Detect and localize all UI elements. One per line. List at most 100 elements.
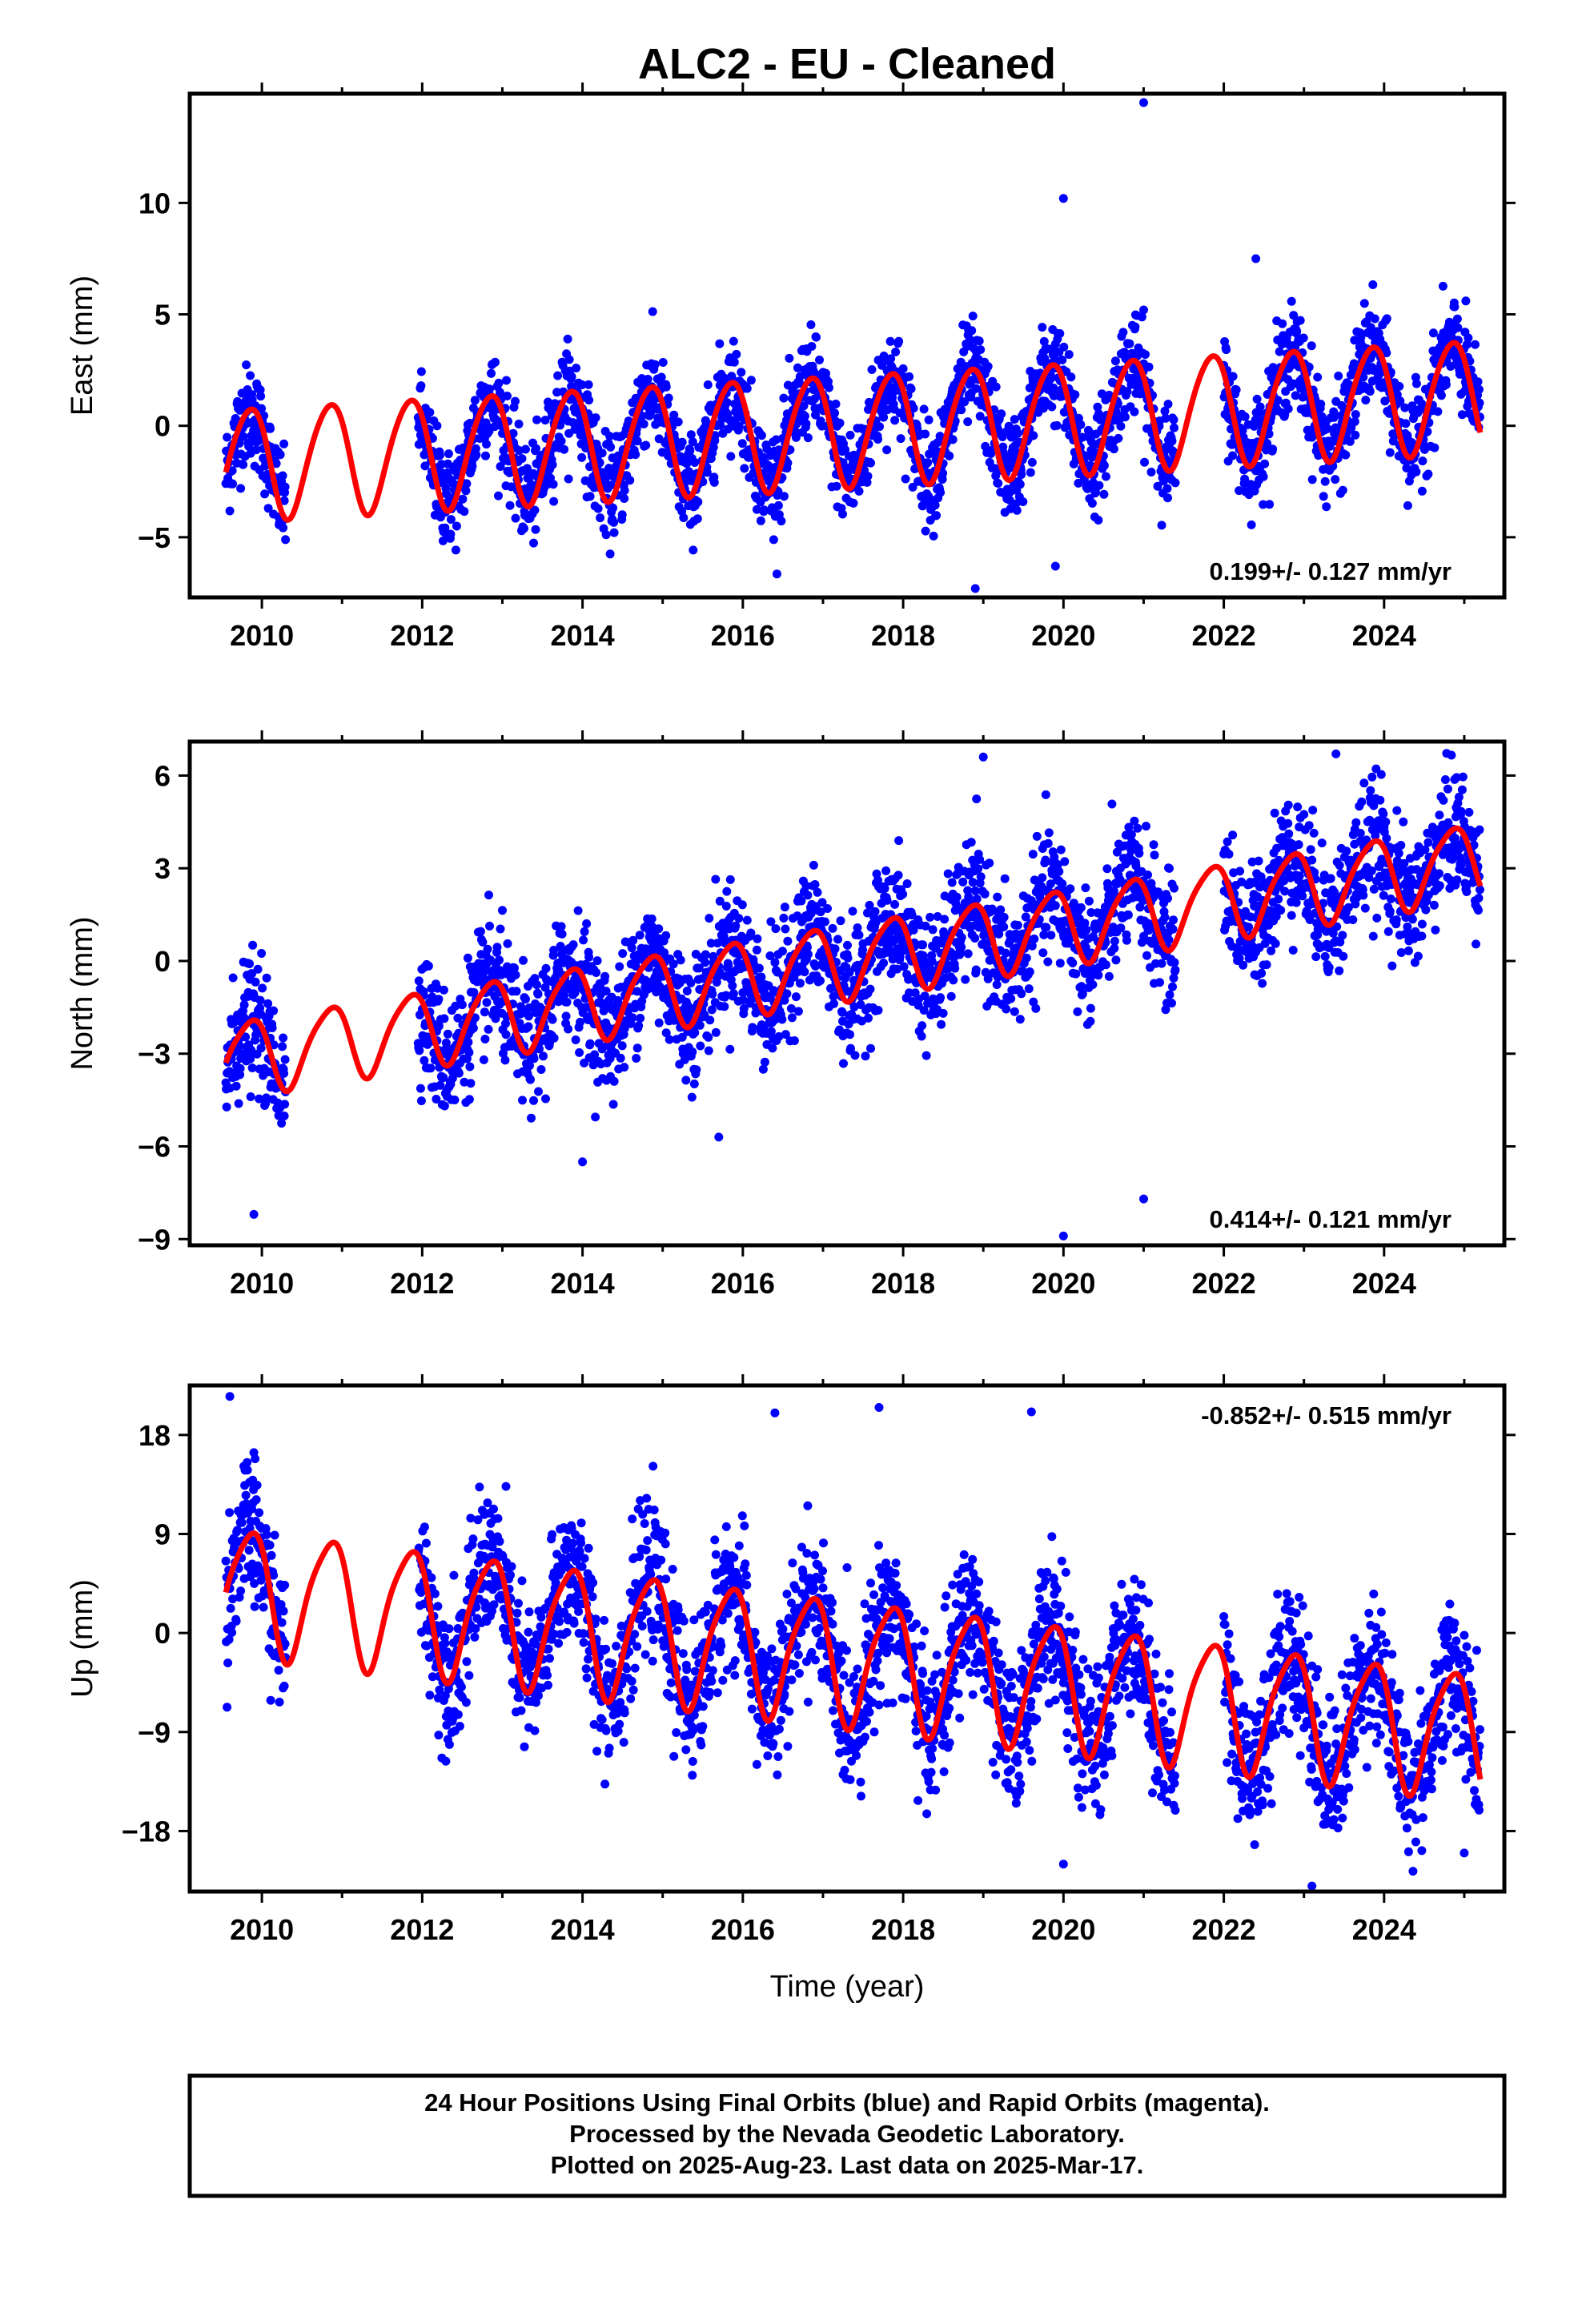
data-point bbox=[1161, 413, 1170, 423]
data-point bbox=[729, 989, 738, 999]
data-point bbox=[628, 935, 638, 945]
data-point bbox=[685, 446, 695, 456]
data-point bbox=[1401, 419, 1411, 428]
data-point bbox=[494, 378, 504, 388]
data-point bbox=[1319, 492, 1328, 501]
data-point bbox=[562, 997, 572, 1007]
data-point bbox=[634, 1021, 644, 1031]
data-point bbox=[517, 454, 527, 464]
data-point bbox=[426, 1063, 436, 1073]
data-point bbox=[901, 474, 910, 484]
data-point bbox=[549, 946, 559, 955]
data-point bbox=[529, 538, 538, 548]
data-point bbox=[1027, 457, 1037, 467]
x-tick-label: 2010 bbox=[230, 619, 294, 652]
data-point bbox=[681, 1076, 691, 1085]
data-point bbox=[1146, 468, 1156, 476]
data-point bbox=[823, 904, 832, 913]
data-point bbox=[432, 1095, 441, 1104]
data-point bbox=[957, 405, 966, 415]
data-point bbox=[1169, 915, 1178, 925]
data-point bbox=[591, 413, 600, 423]
data-point bbox=[606, 442, 616, 452]
data-point bbox=[1475, 384, 1484, 394]
data-point bbox=[541, 1094, 550, 1104]
data-point bbox=[1263, 439, 1272, 448]
data-point bbox=[472, 450, 481, 460]
data-point bbox=[1382, 348, 1391, 358]
data-point bbox=[257, 949, 267, 958]
data-point bbox=[715, 339, 725, 348]
data-point bbox=[468, 1023, 478, 1033]
data-point bbox=[967, 326, 977, 336]
data-point bbox=[1169, 415, 1178, 424]
data-point bbox=[539, 1051, 548, 1061]
data-point bbox=[247, 1063, 257, 1072]
data-point bbox=[885, 336, 895, 346]
data-point bbox=[464, 1037, 473, 1047]
data-point bbox=[1144, 362, 1154, 372]
data-point bbox=[552, 388, 562, 397]
data-point bbox=[694, 963, 704, 973]
data-point bbox=[849, 498, 858, 508]
data-point bbox=[1052, 420, 1062, 430]
data-point bbox=[976, 872, 986, 882]
data-point bbox=[661, 1028, 671, 1038]
data-point bbox=[524, 1022, 533, 1031]
data-point bbox=[625, 476, 635, 485]
data-point bbox=[839, 1059, 848, 1068]
data-point bbox=[873, 435, 882, 444]
data-point bbox=[926, 912, 935, 922]
data-point bbox=[963, 949, 973, 959]
data-point bbox=[800, 967, 809, 977]
data-point bbox=[686, 979, 696, 987]
data-point bbox=[1157, 959, 1166, 968]
data-point bbox=[1084, 896, 1094, 906]
data-point bbox=[923, 458, 933, 468]
data-point bbox=[1370, 314, 1379, 324]
data-point bbox=[740, 464, 749, 473]
data-point bbox=[556, 436, 566, 446]
data-point bbox=[234, 1099, 243, 1108]
data-point bbox=[661, 931, 671, 940]
data-point bbox=[734, 914, 744, 923]
data-point bbox=[936, 993, 946, 1003]
data-point bbox=[1028, 850, 1038, 859]
data-point-outlier bbox=[1139, 98, 1148, 107]
data-point bbox=[1273, 396, 1283, 405]
data-point bbox=[557, 929, 567, 939]
data-point bbox=[573, 906, 583, 915]
data-point bbox=[1356, 332, 1366, 342]
data-point bbox=[746, 376, 756, 385]
data-point bbox=[770, 958, 780, 967]
data-point bbox=[563, 334, 572, 344]
data-point bbox=[654, 924, 664, 934]
data-point bbox=[975, 412, 985, 421]
data-point bbox=[974, 864, 983, 874]
data-point bbox=[725, 1044, 735, 1054]
data-point-outlier bbox=[1139, 305, 1148, 315]
data-point bbox=[440, 1014, 449, 1023]
data-point bbox=[483, 944, 492, 954]
data-point bbox=[1295, 316, 1305, 325]
data-point bbox=[521, 444, 530, 454]
data-point bbox=[1125, 339, 1134, 348]
data-point bbox=[773, 501, 783, 510]
data-point bbox=[803, 433, 813, 443]
data-point bbox=[1040, 354, 1050, 364]
data-point bbox=[791, 992, 801, 1002]
data-point bbox=[260, 489, 270, 499]
data-point bbox=[1153, 481, 1162, 491]
data-point bbox=[567, 372, 576, 381]
data-point bbox=[1110, 356, 1120, 366]
data-point bbox=[1101, 960, 1110, 970]
data-point bbox=[695, 1020, 705, 1030]
data-point bbox=[470, 396, 480, 405]
data-point bbox=[1240, 474, 1250, 484]
data-point bbox=[863, 472, 873, 481]
data-point bbox=[1055, 329, 1065, 338]
data-point bbox=[1055, 959, 1065, 968]
data-point bbox=[560, 444, 569, 454]
data-point bbox=[1012, 505, 1022, 515]
data-point bbox=[279, 1068, 289, 1078]
